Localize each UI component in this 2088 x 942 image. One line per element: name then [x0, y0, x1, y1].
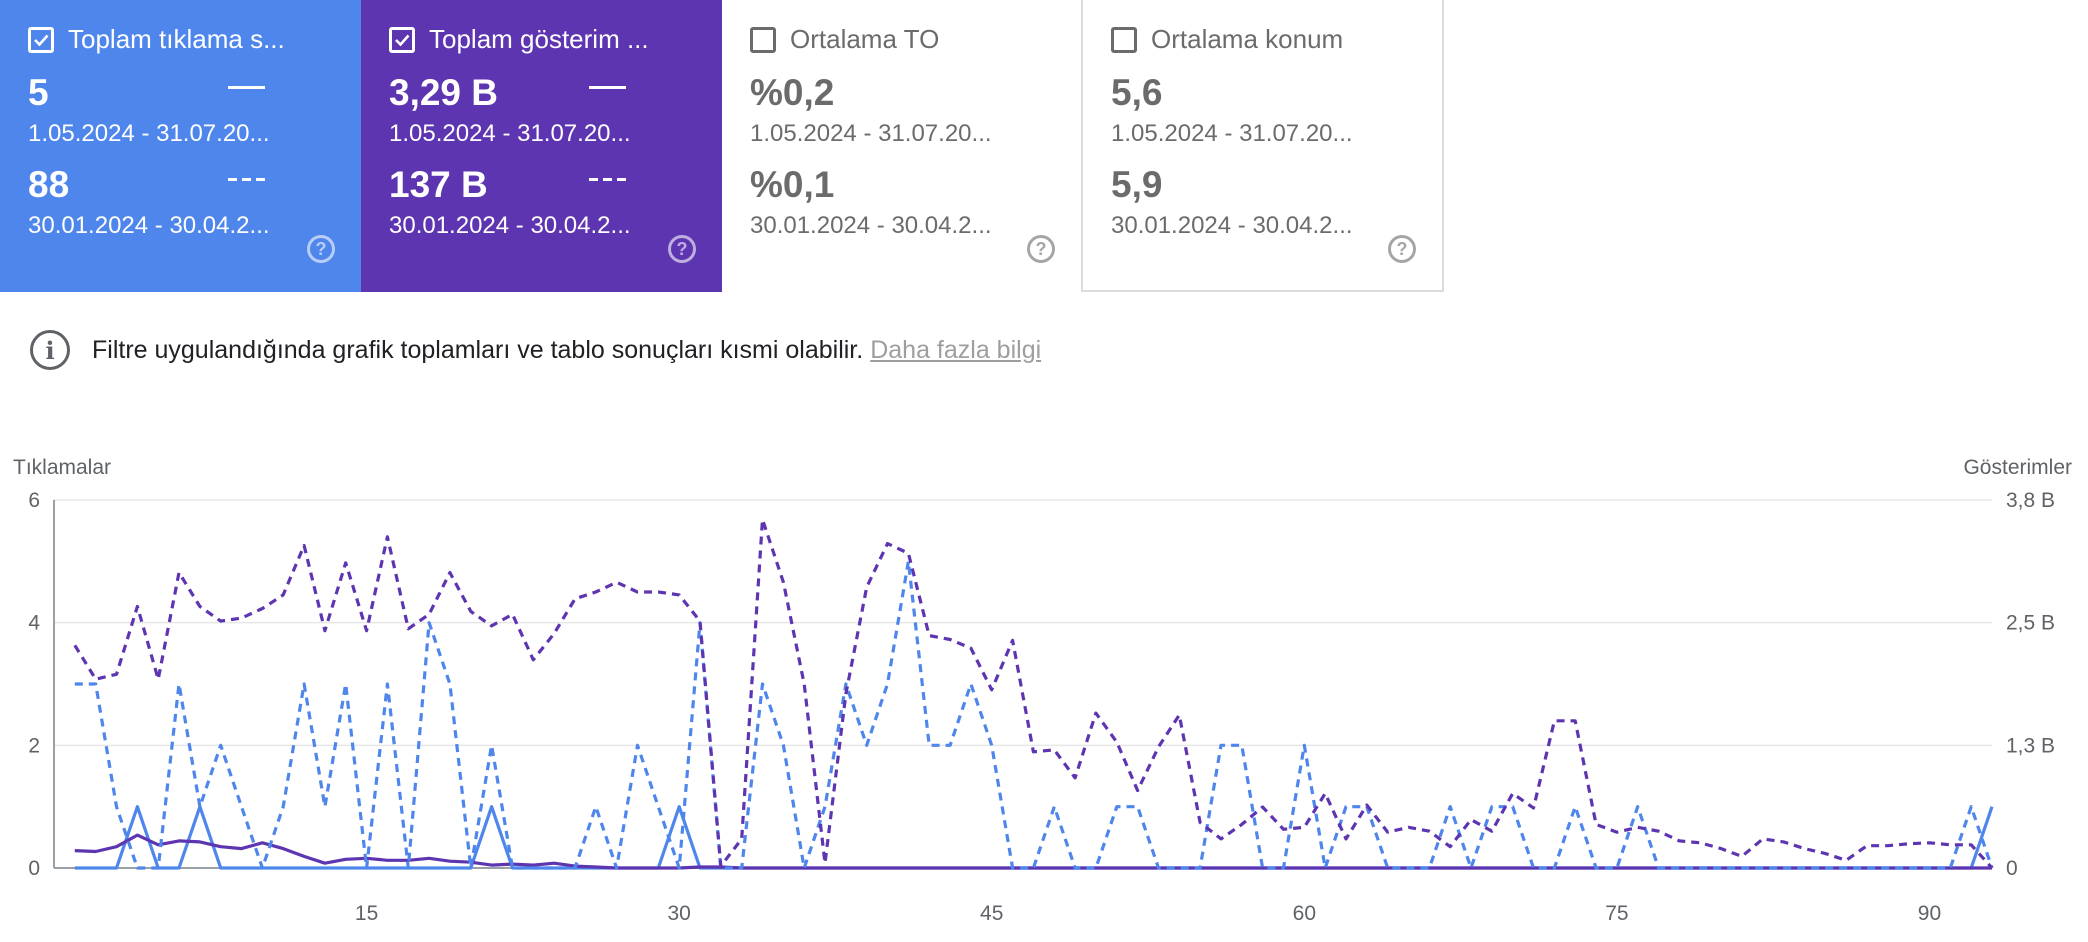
metric-card-average-ctr[interactable]: Ortalama TO %0,2 1.05.2024 - 31.07.20...… [722, 0, 1083, 292]
right-tick-label: 3,8 B [2006, 489, 2055, 512]
x-tick-label: 45 [980, 902, 1003, 925]
previous-period-clicks-line [74, 559, 1994, 870]
card-header: Ortalama TO [750, 24, 1061, 55]
previous-period-impressions-line [73, 517, 1994, 870]
card-title: Ortalama TO [790, 24, 940, 54]
card-header: Ortalama konum [1111, 24, 1422, 55]
right-axis-title: Gösterimler [1963, 456, 2072, 479]
help-icon[interactable]: ? [1388, 235, 1416, 263]
current-date-range: 1.05.2024 - 31.07.20... [28, 120, 270, 147]
current-value: %0,2 [750, 72, 835, 113]
card-title: Toplam gösterim ... [429, 24, 649, 54]
help-icon[interactable]: ? [668, 235, 696, 263]
chart-grid [53, 499, 1992, 869]
filter-notice: i Filtre uygulandığında grafik toplamlar… [30, 330, 1041, 370]
current-value: 3,29 B [389, 72, 499, 113]
x-tick-label: 15 [355, 902, 378, 925]
previous-date-range: 30.01.2024 - 30.04.2... [389, 212, 631, 239]
left-tick-label: 4 [28, 612, 40, 635]
card-title: Toplam tıklama s... [68, 24, 285, 54]
metric-cards: Toplam tıklama s... 5 1.05.2024 - 31.07.… [0, 0, 1444, 292]
help-icon[interactable]: ? [1027, 235, 1055, 263]
previous-value: 88 [28, 164, 70, 205]
current-value: 5,6 [1111, 72, 1163, 113]
dashed-line-legend-icon [589, 178, 626, 181]
current-date-range: 1.05.2024 - 31.07.20... [1111, 120, 1353, 147]
previous-value: %0,1 [750, 164, 835, 205]
current-date-range: 1.05.2024 - 31.07.20... [389, 120, 631, 147]
x-tick-label: 30 [667, 902, 690, 925]
metric-card-average-position[interactable]: Ortalama konum 5,6 1.05.2024 - 31.07.20.… [1083, 0, 1444, 292]
current-value: 5 [28, 72, 49, 113]
solid-line-legend-icon [228, 86, 265, 89]
right-tick-label: 0 [2006, 857, 2018, 880]
previous-date-range: 30.01.2024 - 30.04.2... [750, 212, 992, 239]
chart-ticks: 0 0 2 1,3 B 4 2,5 B 6 3,8 B 15 30 45 60 75 90 [28, 489, 2055, 925]
left-tick-label: 6 [28, 489, 40, 512]
previous-date-range: 30.01.2024 - 30.04.2... [28, 212, 270, 239]
card-title: Ortalama konum [1151, 24, 1344, 54]
x-tick-label: 75 [1605, 902, 1628, 925]
checkbox-unchecked-icon[interactable] [750, 26, 776, 53]
card-header: Toplam gösterim ... [389, 24, 702, 55]
previous-value: 137 B [389, 164, 488, 205]
learn-more-link[interactable]: Daha fazla bilgi [870, 335, 1042, 364]
left-tick-label: 0 [28, 857, 40, 880]
checkbox-checked-icon[interactable] [28, 26, 54, 53]
solid-line-legend-icon [589, 86, 626, 89]
card-header: Toplam tıklama s... [28, 24, 341, 55]
checkbox-checked-icon[interactable] [389, 26, 415, 53]
right-tick-label: 1,3 B [2006, 734, 2055, 757]
left-axis-title: Tıklamalar [13, 456, 111, 479]
metric-card-total-impressions[interactable]: Toplam gösterim ... 3,29 B 1.05.2024 - 3… [361, 0, 722, 292]
chart-series [73, 517, 1994, 870]
x-tick-label: 60 [1293, 902, 1316, 925]
performance-chart: Tıklamalar Gösterimler 0 0 2 1,3 B 4 2,5 B 6 3,… [13, 456, 2072, 925]
info-icon: i [30, 330, 70, 370]
checkbox-unchecked-icon[interactable] [1111, 26, 1137, 53]
left-tick-label: 2 [28, 734, 40, 757]
right-tick-label: 2,5 B [2006, 612, 2055, 635]
x-tick-label: 90 [1918, 902, 1941, 925]
previous-date-range: 30.01.2024 - 30.04.2... [1111, 212, 1353, 239]
dashed-line-legend-icon [228, 178, 265, 181]
help-icon[interactable]: ? [307, 235, 335, 263]
current-date-range: 1.05.2024 - 31.07.20... [750, 120, 992, 147]
previous-value: 5,9 [1111, 164, 1163, 205]
metric-card-total-clicks[interactable]: Toplam tıklama s... 5 1.05.2024 - 31.07.… [0, 0, 361, 292]
notice-text: Filtre uygulandığında grafik toplamları … [92, 335, 864, 364]
